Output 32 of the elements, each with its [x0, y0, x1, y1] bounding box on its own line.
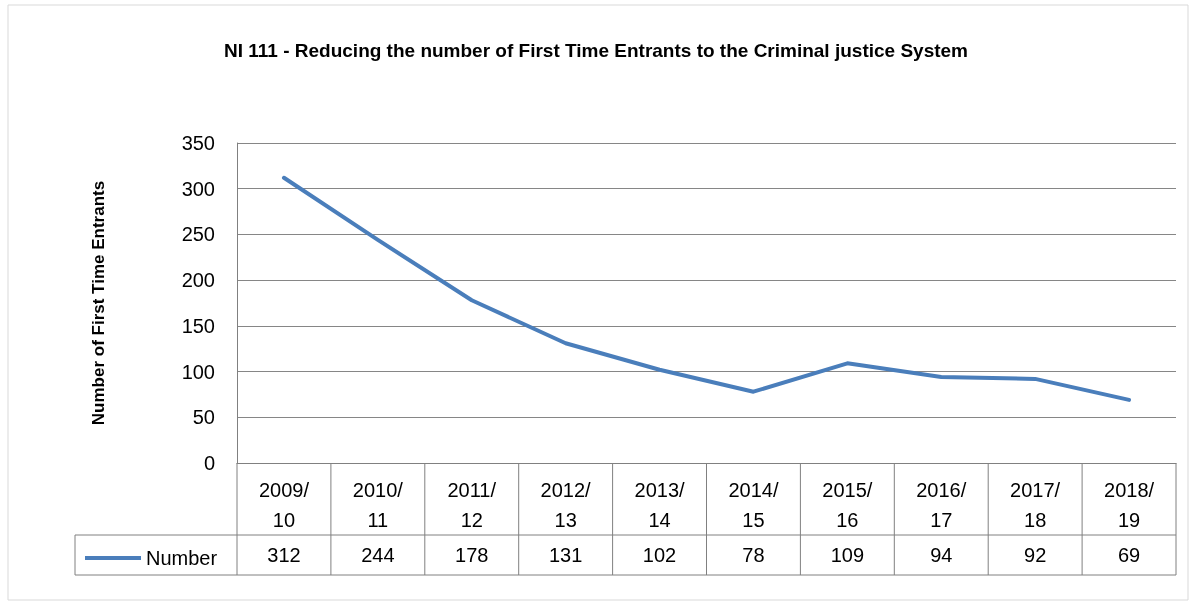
x-tick-label: 2009/10 — [258, 479, 310, 531]
y-tick-label: 300 — [181, 177, 215, 200]
data-label: 78 — [742, 544, 765, 566]
x-tick-label: 2012/13 — [540, 479, 592, 531]
x-tick-label: 2011/12 — [447, 479, 497, 531]
y-tick-label: 200 — [181, 269, 215, 292]
x-tick-label: 2014/15 — [728, 479, 779, 531]
data-label: 244 — [361, 544, 395, 566]
y-tick-label: 150 — [181, 314, 215, 337]
data-label: 131 — [548, 544, 583, 566]
line-series — [281, 175, 1132, 402]
x-tick-label: 2013/14 — [634, 479, 686, 531]
x-tick-label: 2018/19 — [1104, 479, 1155, 531]
data-label: 312 — [267, 544, 301, 566]
x-tick-label: 2017/18 — [1010, 479, 1061, 531]
data-label: 178 — [455, 544, 489, 566]
data-label: 109 — [830, 544, 865, 566]
data-label: 102 — [642, 544, 677, 566]
x-tick-label: 2015/16 — [822, 479, 873, 531]
x-tick-label: 2010/11 — [352, 479, 404, 531]
data-label: 92 — [1024, 544, 1047, 566]
y-axis-title: Number of First Time Entrants — [89, 180, 108, 426]
x-tick-label: 2016/17 — [916, 479, 967, 531]
data-label: 69 — [1117, 544, 1141, 566]
legend-label: Number — [146, 547, 218, 569]
y-tick-label: 250 — [181, 223, 215, 246]
data-label: 94 — [930, 544, 953, 566]
y-tick-label: 100 — [181, 360, 215, 383]
chart-title: NI 111 - Reducing the number of First Time Entrants to the Criminal justice System — [224, 40, 968, 61]
y-tick-label: 50 — [192, 406, 215, 429]
y-tick-label: 0 — [203, 452, 215, 474]
y-tick-label: 350 — [181, 132, 215, 154]
